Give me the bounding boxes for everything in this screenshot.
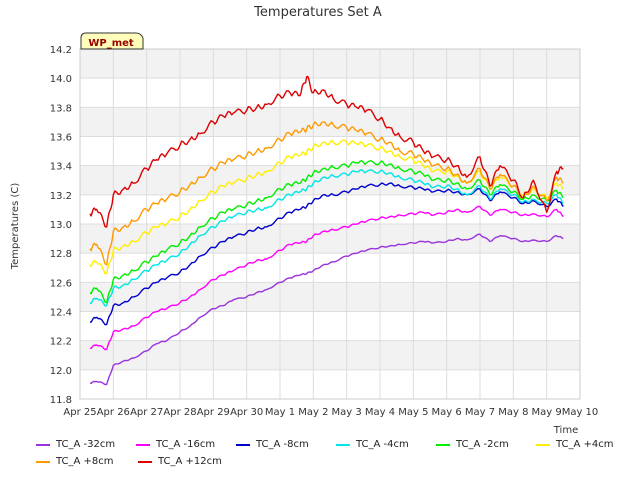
x-tick-label: May 10 [562, 407, 599, 418]
x-tick-label: May 2 [298, 407, 328, 418]
x-tick-labels: Apr 25 Apr 26 Apr 27 Apr 28 Apr 29 Apr 30 May … [63, 407, 598, 418]
legend-row: TC_A -32cm TC_A -16cm TC_A -8cm TC_A -4cm TC… [36, 436, 636, 453]
legend-entry: TC_A -32cm [36, 439, 126, 450]
x-tick-label: May 5 [398, 407, 428, 418]
grid-band [80, 165, 580, 195]
legend-swatch [436, 443, 450, 446]
y-tick-label: 14.2 [50, 45, 72, 56]
legend-label: TC_A -2cm [456, 439, 509, 450]
x-tick-label: May 6 [432, 407, 462, 418]
series-line [89, 121, 564, 266]
plot-border [79, 48, 581, 400]
y-tick-labels: 11.8 12.0 12.2 12.4 12.6 12.8 13.0 13.2 13.4 13.6… [50, 45, 72, 406]
legend-entry: TC_A -8cm [236, 439, 326, 450]
y-tick-label: 13.6 [50, 133, 72, 144]
y-tick-label: 13.0 [50, 220, 72, 231]
y-tick-label: 11.8 [50, 395, 72, 406]
x-tick-label: Apr 30 [230, 407, 263, 418]
legend-label: TC_A -4cm [356, 439, 409, 450]
x-axis-label: Time [553, 425, 578, 436]
x-tick-label: Apr 25 [63, 407, 96, 418]
chart-title: Temperatures Set A [253, 5, 382, 20]
legend-label: TC_A +8cm [56, 456, 114, 467]
series-line [89, 182, 564, 326]
x-tick-label: Apr 29 [197, 407, 230, 418]
series-line [89, 75, 564, 228]
station-label: WP_met [88, 38, 134, 49]
x-tick-label: Apr 28 [163, 407, 196, 418]
legend-swatch [36, 443, 50, 446]
legend-label: TC_A +4cm [556, 439, 614, 450]
grid-lines [79, 48, 581, 400]
y-tick-label: 12.8 [50, 249, 72, 260]
legend-label: TC_A -32cm [56, 439, 116, 450]
station-badge: WP_met [80, 32, 144, 50]
y-tick-label: 12.2 [50, 337, 72, 348]
x-tick-label: May 3 [332, 407, 362, 418]
x-tick-label: May 1 [265, 407, 295, 418]
legend: TC_A -32cm TC_A -16cm TC_A -8cm TC_A -4cm TC… [36, 436, 636, 470]
x-tick-label: Apr 26 [97, 407, 130, 418]
legend-label: TC_A -8cm [256, 439, 309, 450]
legend-swatch [336, 443, 350, 446]
legend-swatch [536, 443, 550, 446]
grid-band [80, 224, 580, 254]
grid-band [80, 340, 580, 370]
y-tick-label: 12.4 [50, 308, 72, 319]
y-tick-label: 13.4 [50, 162, 72, 173]
series-line [89, 169, 564, 307]
y-tick-label: 13.2 [50, 191, 72, 202]
legend-entry: TC_A +8cm [36, 456, 128, 467]
legend-swatch [138, 460, 152, 463]
legend-label: TC_A -16cm [156, 439, 216, 450]
legend-row: TC_A +8cm TC_A +12cm [36, 453, 636, 470]
legend-entry: TC_A -4cm [336, 439, 426, 450]
grid-band [80, 107, 580, 137]
legend-swatch [136, 443, 150, 446]
series-line [89, 205, 564, 351]
series-lines [89, 75, 564, 386]
y-tick-label: 14.0 [50, 74, 72, 85]
series-line [89, 139, 564, 275]
legend-entry: TC_A -16cm [136, 439, 226, 450]
legend-label: TC_A +12cm [158, 456, 222, 467]
series-line [89, 160, 564, 304]
y-axis-label: Temperatures (C) [10, 183, 21, 271]
legend-entry: TC_A -2cm [436, 439, 526, 450]
legend-entry: TC_A +12cm [138, 456, 230, 467]
x-tick-label: May 7 [465, 407, 495, 418]
y-tick-label: 12.6 [50, 278, 72, 289]
x-tick-label: May 8 [498, 407, 528, 418]
x-tick-label: Apr 27 [130, 407, 163, 418]
legend-entry: TC_A +4cm [536, 439, 626, 450]
series-line [89, 233, 564, 386]
x-tick-label: May 9 [532, 407, 562, 418]
y-tick-label: 12.0 [50, 366, 72, 377]
grid-band [80, 282, 580, 312]
legend-swatch [236, 443, 250, 446]
x-tick-label: May 4 [365, 407, 395, 418]
grid-band [80, 49, 580, 79]
y-tick-label: 13.8 [50, 103, 72, 114]
legend-swatch [36, 460, 50, 463]
